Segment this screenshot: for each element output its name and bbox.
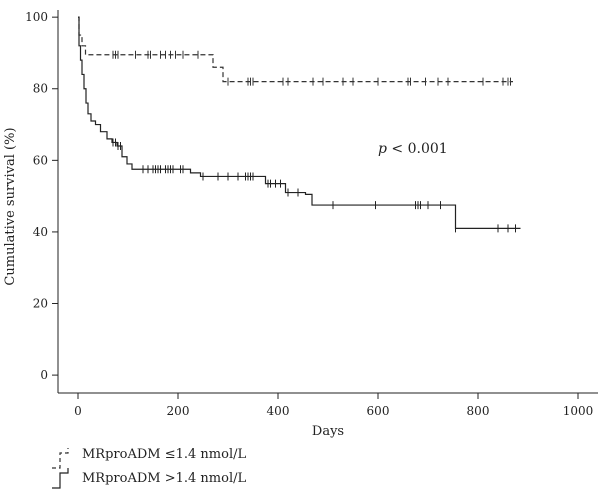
y-axis-ticks: 0 20 40 60 80 100 xyxy=(25,10,58,382)
p-value-symbol: p xyxy=(378,141,387,157)
x-axis-ticks: 0 200 400 600 800 1000 xyxy=(74,393,593,418)
x-tick-label: 400 xyxy=(267,404,290,418)
x-tick-label: 800 xyxy=(467,404,490,418)
y-axis-title: Cumulative survival (%) xyxy=(3,127,18,285)
survival-curve-0 xyxy=(78,16,513,83)
legend-item-high: MRproADM >1.4 nmol/L xyxy=(52,468,246,489)
y-tick-label: 60 xyxy=(33,153,48,167)
x-axis-title: Days xyxy=(312,424,344,439)
x-tick-label: 1000 xyxy=(563,404,594,418)
y-tick-label: 20 xyxy=(33,297,48,311)
legend-swatch-high xyxy=(52,468,69,489)
y-tick-label: 100 xyxy=(25,10,48,24)
chart-axes xyxy=(57,10,598,394)
y-tick-label: 0 xyxy=(40,368,48,382)
legend-item-low: MRproADM ≤1.4 nmol/L xyxy=(52,447,246,469)
survival-curve-1 xyxy=(78,16,521,229)
x-tick-label: 600 xyxy=(367,404,390,418)
legend-label-high: MRproADM >1.4 nmol/L xyxy=(82,471,246,486)
p-value-annotation: p < 0.001 xyxy=(378,141,448,157)
plot-lines xyxy=(78,16,521,233)
y-tick-label: 40 xyxy=(33,225,48,239)
p-value-text: < 0.001 xyxy=(387,141,448,157)
legend-swatch-low xyxy=(52,448,69,469)
legend: MRproADM ≤1.4 nmol/L MRproADM >1.4 nmol/… xyxy=(52,447,246,489)
y-tick-label: 80 xyxy=(33,82,48,96)
legend-label-low: MRproADM ≤1.4 nmol/L xyxy=(82,447,246,462)
x-tick-label: 0 xyxy=(74,404,82,418)
x-tick-label: 200 xyxy=(167,404,190,418)
